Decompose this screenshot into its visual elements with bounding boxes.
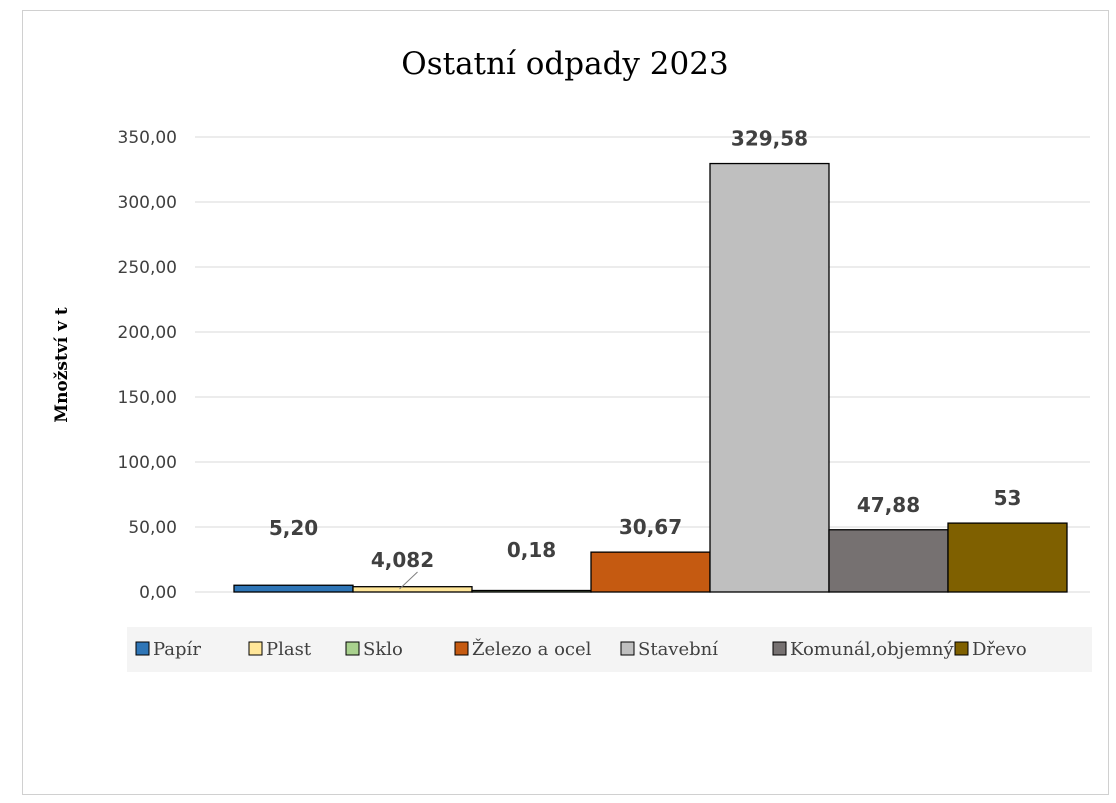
legend-swatch [454, 641, 469, 656]
legend: Papír Plast Sklo Železo a ocel Stavební Komun… [135, 637, 1027, 660]
legend-swatch [772, 641, 787, 656]
y-tick-label: 200,00 [118, 323, 177, 343]
legend-entry: Stavební [638, 639, 718, 660]
bar [471, 589, 592, 593]
y-tick-label: 50,00 [128, 518, 177, 538]
chart-title: Ostatní odpady 2023 [401, 46, 728, 82]
data-labels: 5,20 4,082 0,18 30,67 329,58 47,88 53 [269, 127, 1022, 590]
bar [233, 584, 354, 593]
y-tick-label: 0,00 [139, 583, 177, 603]
bar [352, 586, 473, 593]
bar [828, 529, 949, 593]
y-tick-label: 250,00 [118, 258, 177, 278]
data-label: 329,58 [731, 127, 808, 151]
legend-entry: Dřevo [972, 639, 1027, 660]
bar [709, 162, 830, 593]
data-label: 4,082 [371, 548, 434, 572]
legend-swatch [135, 641, 150, 656]
bar [947, 522, 1068, 593]
legend-background [127, 627, 1092, 672]
y-tick-labels: 0,00 50,00 100,00 150,00 200,00 250,00 300,00 3… [118, 128, 177, 603]
y-tick-label: 100,00 [118, 453, 177, 473]
data-label: 47,88 [857, 493, 920, 517]
y-tick-label: 300,00 [118, 193, 177, 213]
legend-swatch [248, 641, 263, 656]
legend-entry: Plast [266, 639, 312, 660]
y-tick-label: 150,00 [118, 388, 177, 408]
data-label: 30,67 [619, 515, 682, 539]
data-label: 0,18 [507, 538, 556, 562]
legend-entry: Sklo [363, 639, 403, 660]
data-label: 5,20 [269, 516, 318, 540]
y-axis-label: Množství v t [52, 307, 72, 423]
bar [590, 551, 711, 593]
legend-entry: Papír [153, 639, 201, 660]
legend-swatch [345, 641, 360, 656]
data-label-leader [399, 571, 418, 590]
bars [233, 162, 1068, 593]
data-label: 53 [994, 486, 1022, 510]
legend-swatch [620, 641, 635, 656]
y-tick-label: 350,00 [118, 128, 177, 148]
legend-swatch [954, 641, 969, 656]
legend-entry: Železo a ocel [472, 637, 592, 660]
legend-entry: Komunál,objemný [790, 639, 955, 660]
